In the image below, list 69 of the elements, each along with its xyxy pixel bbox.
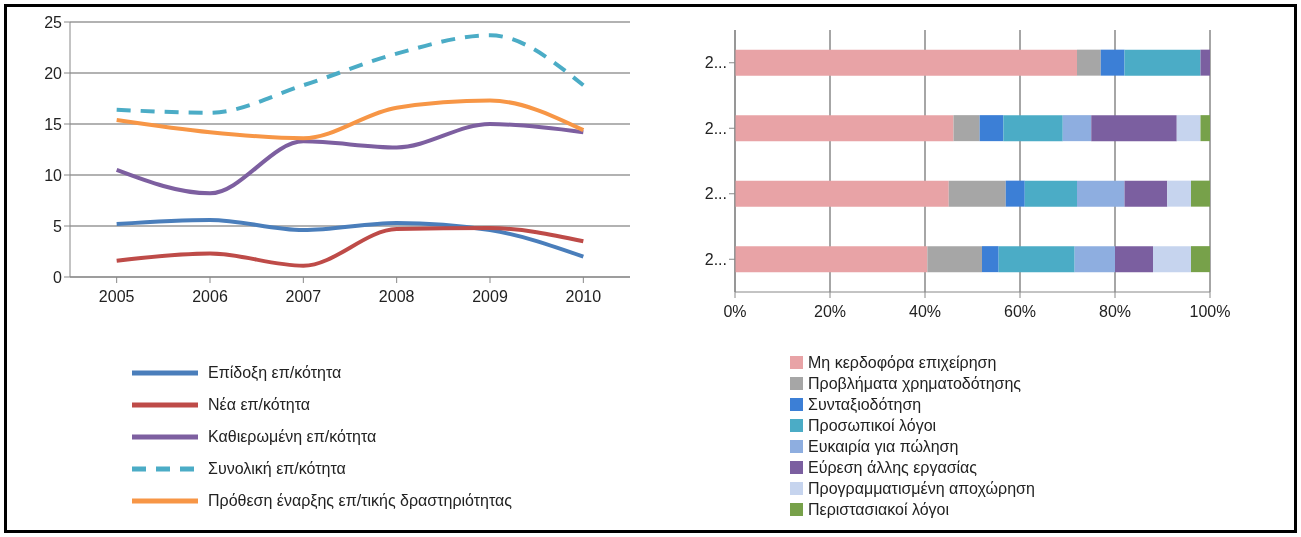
bar (979, 115, 1004, 142)
y-tick-label: 15 (44, 115, 63, 133)
legend-label: Νέα επ/κότητα (208, 396, 311, 414)
bar (1176, 115, 1201, 142)
x-tick-label: 2007 (285, 288, 322, 306)
legend-label: Επίδοξη επ/κότητα (208, 364, 342, 382)
line-series (114, 122, 586, 196)
y-tick-label: 20 (44, 64, 63, 82)
bar (1167, 180, 1191, 207)
bar (1005, 180, 1025, 207)
bar (927, 246, 982, 273)
y-tick-label: 2... (704, 185, 727, 203)
bar (1062, 115, 1092, 142)
bar (735, 115, 954, 142)
bar (953, 115, 980, 142)
legend-label: Καθιερωμένη επ/κότητα (208, 428, 377, 446)
line-series (114, 98, 586, 141)
bar (1003, 115, 1063, 142)
bar (735, 180, 949, 207)
legend-label: Πρόθεση έναρξης επ/τικής δραστηριότητας (208, 492, 513, 510)
legend-label: Περιστασιακοί λόγοι (808, 500, 950, 519)
bar (1124, 180, 1168, 207)
legend-label: Συνταξιοδότηση (808, 395, 922, 414)
y-tick-label: 2... (704, 250, 727, 268)
bar (1200, 115, 1210, 142)
x-tick-label: 100% (1189, 303, 1231, 321)
x-tick-label: 80% (1098, 303, 1132, 321)
bar (1153, 246, 1191, 273)
line-series (114, 33, 586, 115)
bar (735, 246, 928, 273)
x-tick-label: 2006 (192, 288, 228, 306)
legend-label: Προβλήματα χρηματοδότησης (808, 374, 1022, 393)
x-tick-label: 2005 (98, 288, 135, 306)
bar (1077, 49, 1101, 76)
bar (1191, 246, 1210, 273)
bar (1091, 115, 1177, 142)
legend-label: Εύρεση άλλης εργασίας (808, 458, 978, 477)
x-tick-label: 2010 (565, 288, 602, 306)
y-tick-label: 2... (704, 54, 727, 72)
bar (998, 246, 1075, 273)
bar (1077, 180, 1125, 207)
bar (1100, 49, 1125, 76)
bar (1074, 246, 1115, 273)
y-tick-label: 0 (53, 268, 63, 286)
y-tick-label: 5 (53, 217, 63, 235)
x-tick-label: 2008 (378, 288, 415, 306)
bar (948, 180, 1006, 207)
y-tick-label: 25 (44, 13, 63, 31)
bar (1191, 180, 1210, 207)
bar (1115, 246, 1153, 273)
legend-label: Προσωπικοί λόγοι (808, 416, 937, 435)
x-tick-label: 20% (813, 303, 847, 321)
x-tick-label: 0% (723, 303, 747, 321)
line-series (114, 217, 586, 259)
x-tick-label: 40% (908, 303, 942, 321)
legend-label: Ευκαιρία για πώληση (808, 437, 959, 456)
line-series (114, 226, 586, 268)
x-tick-label: 60% (1003, 303, 1037, 321)
legend-label: Συνολική επ/κότητα (208, 460, 346, 478)
y-tick-label: 10 (44, 166, 63, 184)
bar (1024, 180, 1077, 207)
bar (1200, 49, 1210, 76)
bar (1124, 49, 1201, 76)
bar (735, 49, 1077, 76)
y-tick-label: 2... (704, 119, 727, 137)
x-tick-label: 2009 (472, 288, 508, 306)
legend-label: Προγραμματισμένη αποχώρηση (808, 479, 1035, 498)
legend-label: Μη κερδοφόρα επιχείρηση (808, 353, 997, 372)
bar (982, 246, 999, 273)
